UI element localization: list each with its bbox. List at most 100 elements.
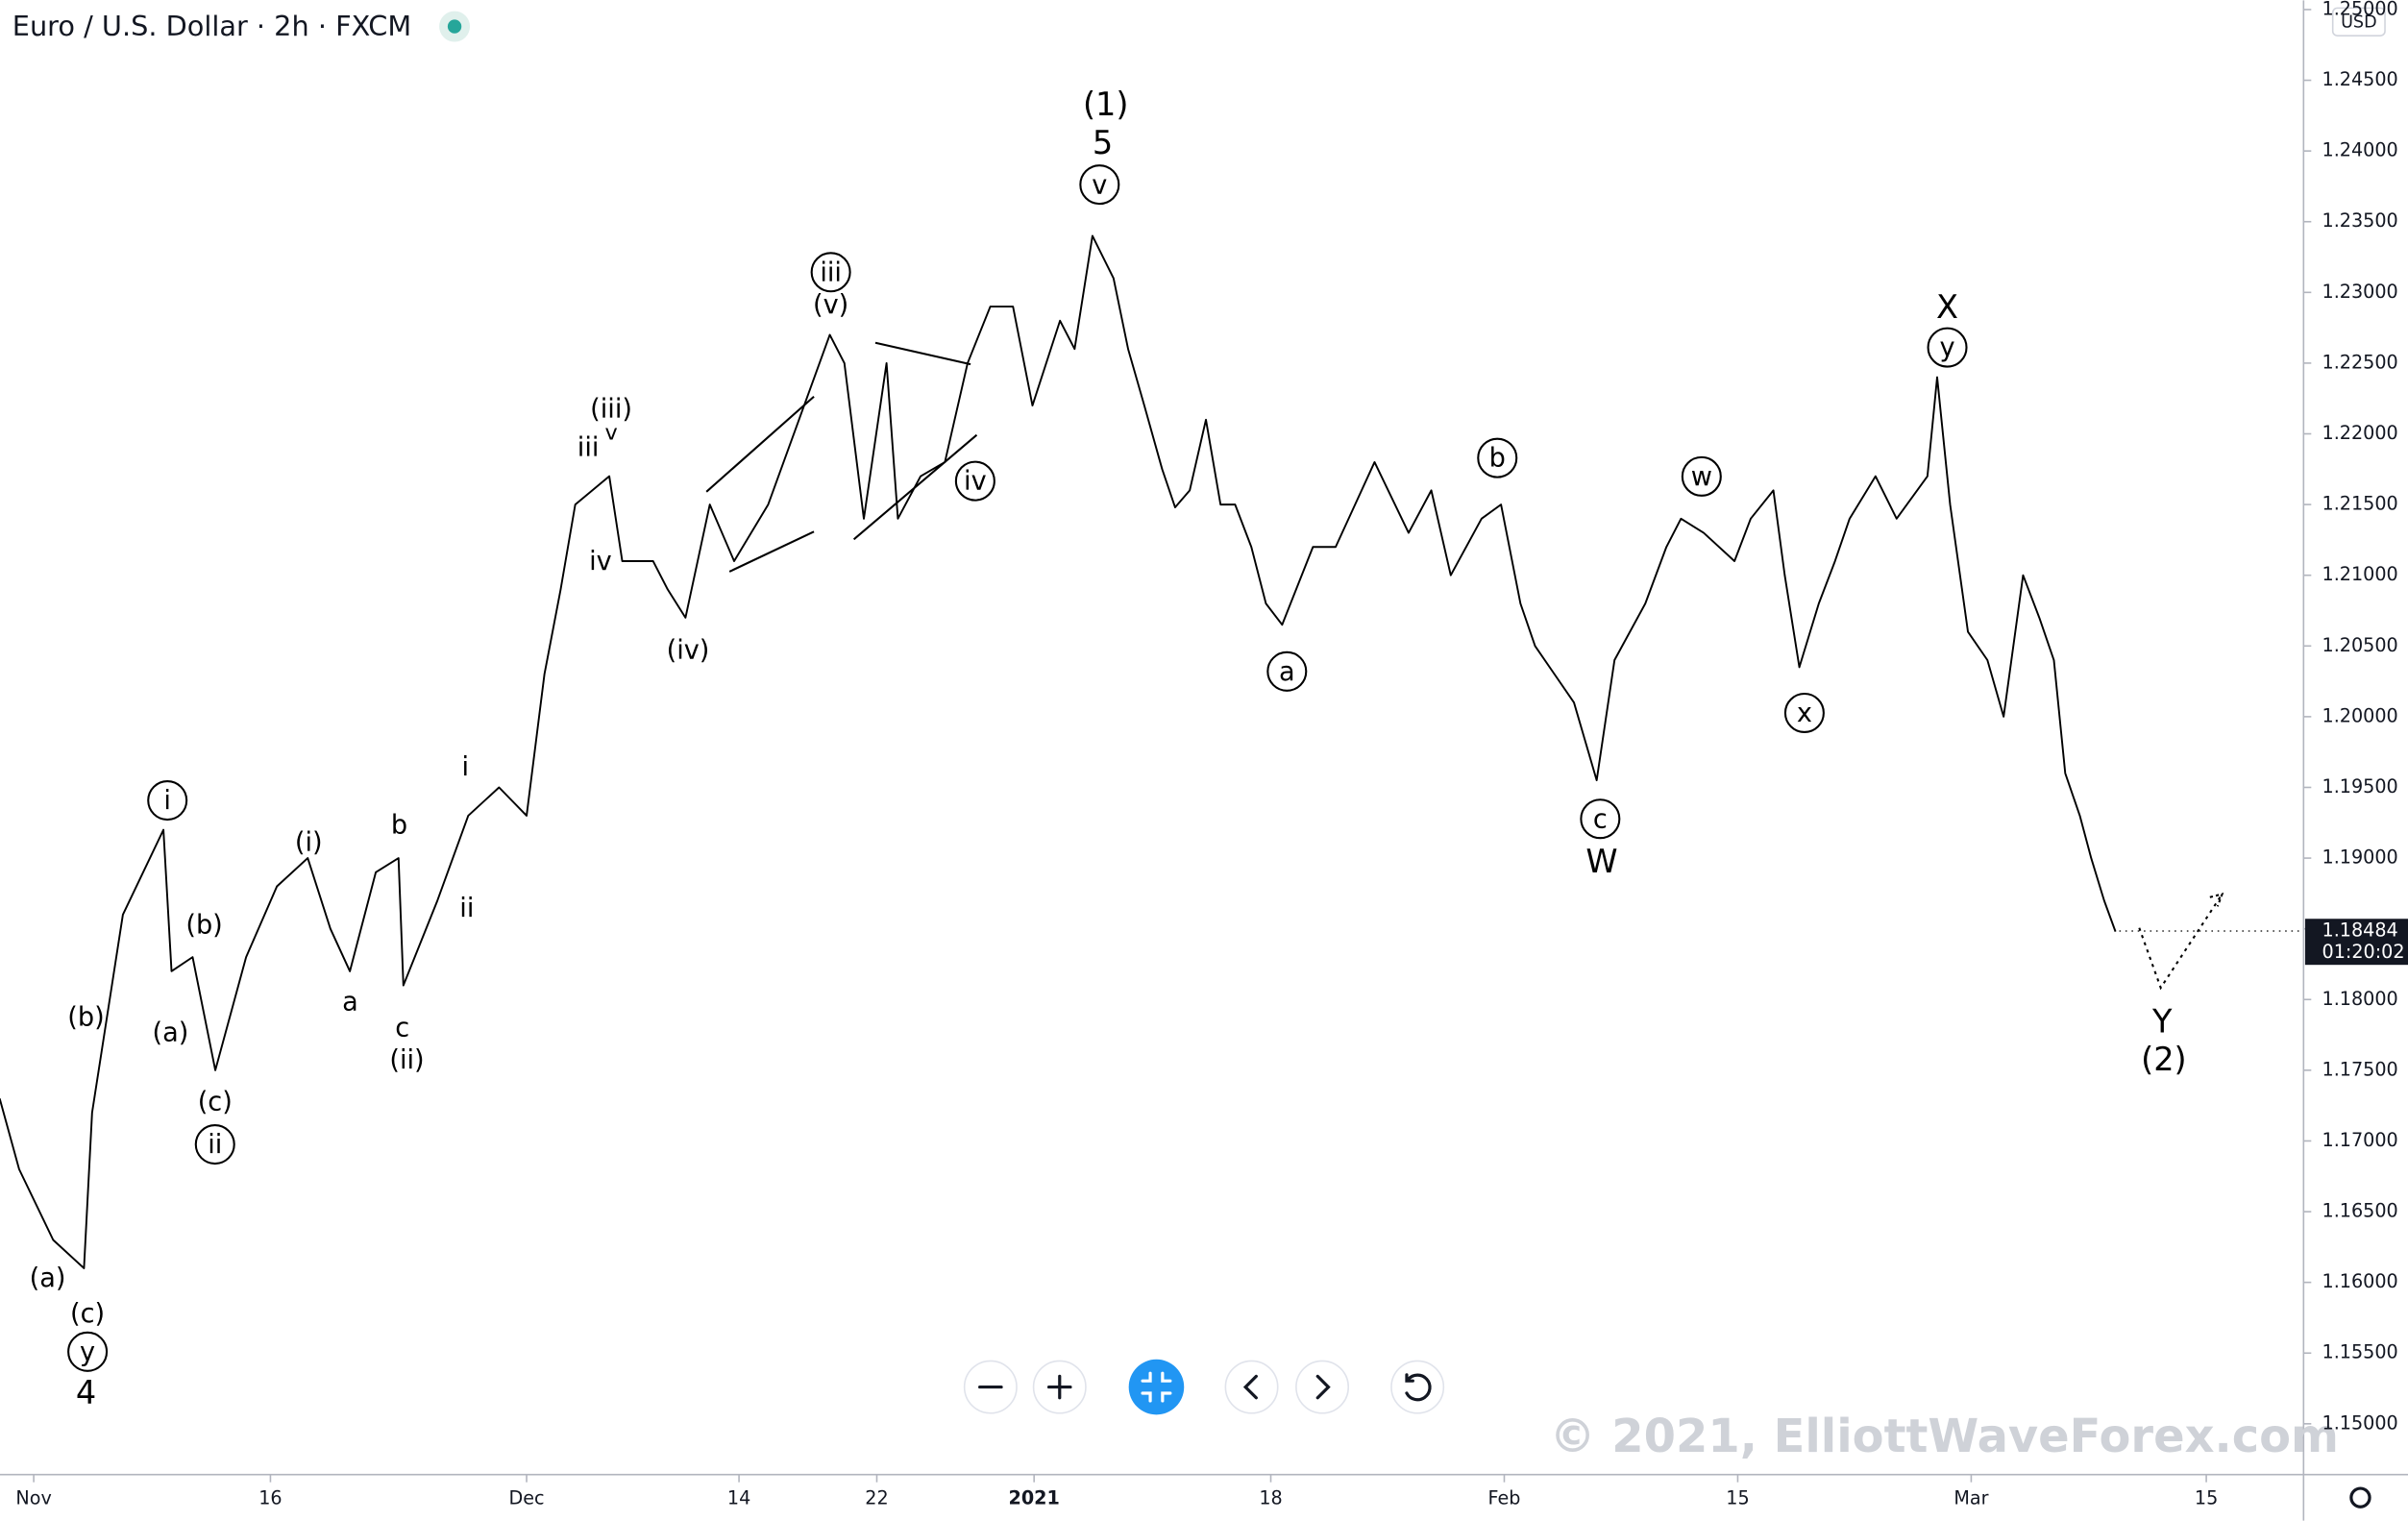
wave-label: X — [1936, 288, 1958, 326]
wave-label: b — [1489, 444, 1506, 474]
x-tick-label: Feb — [1488, 1487, 1521, 1509]
projection — [2138, 893, 2224, 991]
y-tick-label: 1.18000 — [2322, 988, 2398, 1010]
wave-label: iv — [589, 547, 612, 577]
current-price: 1.18484 — [2322, 920, 2398, 942]
wave-circle — [1580, 798, 1621, 840]
wave-circle — [194, 1124, 235, 1165]
y-tick-label: 1.22500 — [2322, 351, 2398, 373]
wave-circle — [1927, 327, 1968, 368]
wave-label: W — [1585, 843, 1617, 880]
wave-label: a — [342, 988, 358, 1018]
wave-label: i — [163, 786, 171, 816]
y-tick-label: 1.23500 — [2322, 209, 2398, 232]
wave-label: c — [395, 1014, 409, 1043]
trendlines — [705, 341, 978, 573]
countdown: 01:20:02 — [2322, 941, 2405, 963]
y-tick-label: 1.23000 — [2322, 281, 2398, 303]
reset-scale-icon — [1141, 1371, 1172, 1403]
wave-label: (a) — [30, 1263, 66, 1293]
y-tick-label: 1.19500 — [2322, 775, 2398, 797]
wave-label: a — [1279, 657, 1295, 687]
trendline — [728, 530, 815, 573]
wave-circle — [954, 460, 995, 502]
x-tick-label: 15 — [1726, 1487, 1749, 1509]
left-icon — [1242, 1374, 1258, 1400]
status-dot — [447, 19, 462, 34]
x-tick-label: Mar — [1953, 1487, 1988, 1509]
plus-icon — [1046, 1374, 1072, 1400]
wave-label: ii — [208, 1130, 222, 1160]
wave-label: iv — [964, 467, 987, 497]
reset-icon — [1405, 1373, 1432, 1402]
x-tick-label: 16 — [258, 1487, 282, 1509]
wave-circle — [1477, 437, 1518, 478]
wave-label: x — [1797, 699, 1812, 728]
wave-circle — [147, 780, 188, 822]
wave-label: (a) — [152, 1018, 188, 1047]
y-tick-label: 1.20500 — [2322, 634, 2398, 656]
wave-label: (2) — [2141, 1041, 2187, 1078]
right-icon — [1315, 1374, 1331, 1400]
trendline — [705, 395, 815, 493]
wave-label: (c) — [70, 1299, 105, 1329]
trendline — [874, 341, 971, 366]
wave-label: 5 — [1093, 124, 1113, 161]
settings-icon[interactable] — [2349, 1486, 2371, 1509]
wave-circle — [810, 252, 851, 293]
x-tick-label: 18 — [1259, 1487, 1282, 1509]
wave-circle — [1783, 692, 1825, 733]
reset-button[interactable] — [1390, 1360, 1445, 1414]
wave-label: (c) — [198, 1087, 233, 1116]
x-tick-label: 15 — [2195, 1487, 2218, 1509]
current-price-box — [2304, 919, 2408, 966]
wave-label: v — [604, 421, 617, 446]
watermark: © 2021, ElliottWaveForex.com — [1550, 1411, 2339, 1463]
currency: USD — [2341, 13, 2377, 33]
y-tick-label: 1.19000 — [2322, 846, 2398, 869]
wave-circle — [67, 1331, 109, 1372]
wave-label: (iv) — [667, 636, 710, 666]
wave-label: (ii) — [389, 1045, 424, 1075]
wave-label: (1) — [1083, 86, 1129, 123]
price-line — [0, 234, 2117, 1269]
x-tick-label: Nov — [15, 1487, 51, 1509]
y-tick-label: 1.24500 — [2322, 68, 2398, 90]
x-tick-label: 2021 — [1008, 1487, 1059, 1509]
toolbar — [963, 1359, 1445, 1415]
y-tick-label: 1.25000 — [2322, 0, 2398, 19]
y-tick-label: 1.20000 — [2322, 704, 2398, 726]
y-tick-label: 1.22000 — [2322, 422, 2398, 444]
reset-scale-button[interactable] — [1128, 1359, 1185, 1415]
x-tick-label: Dec — [508, 1487, 544, 1509]
y-tick-label: 1.17500 — [2322, 1058, 2398, 1080]
wave-label: (i) — [295, 827, 323, 857]
wave-label: 4 — [76, 1374, 96, 1411]
y-tick-label: 1.15500 — [2322, 1341, 2398, 1363]
y-tick-label: 1.16000 — [2322, 1270, 2398, 1292]
wave-circle — [1266, 650, 1308, 692]
wave-circle — [1079, 164, 1120, 206]
wave-circle — [1681, 455, 1722, 497]
wave-label: (v) — [813, 290, 848, 320]
y-tick-label: 1.15000 — [2322, 1411, 2398, 1434]
scroll-left-button[interactable] — [1224, 1360, 1279, 1414]
y-tick-label: 1.24000 — [2322, 139, 2398, 161]
toolbar-icons — [978, 1371, 2371, 1509]
wave-label: b — [391, 811, 407, 841]
currency-box[interactable] — [2331, 7, 2386, 37]
trendline — [852, 433, 978, 541]
wave-label: c — [1593, 804, 1608, 834]
wave-label: v — [1092, 170, 1107, 200]
wave-label: iii — [577, 433, 600, 463]
wave-label: y — [1939, 333, 1954, 363]
wave-label: (b) — [67, 1003, 104, 1033]
scroll-right-button[interactable] — [1295, 1360, 1350, 1414]
plot — [0, 234, 2117, 1269]
wave-label: (iii) — [590, 395, 632, 425]
x-tick-label: 14 — [727, 1487, 750, 1509]
wave-label: w — [1691, 462, 1712, 492]
y-tick-label: 1.21000 — [2322, 563, 2398, 585]
wave-label: i — [461, 752, 469, 782]
